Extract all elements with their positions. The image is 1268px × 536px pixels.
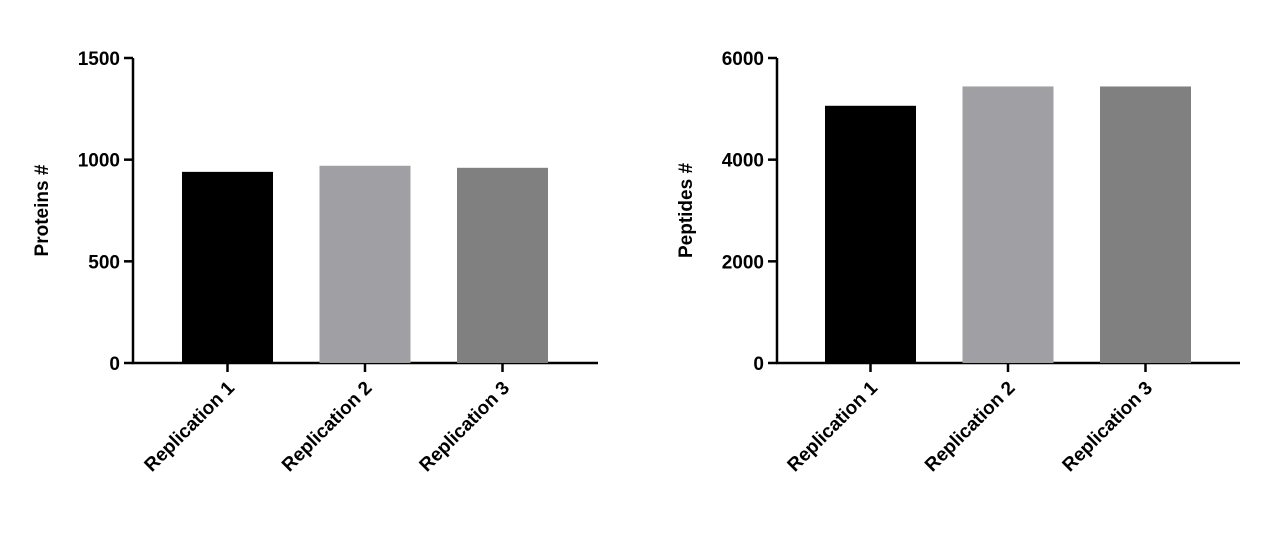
y-tick-label: 500	[88, 252, 120, 273]
y-axis-label: Proteins #	[32, 164, 53, 256]
bar	[1100, 86, 1191, 363]
bar	[457, 167, 548, 363]
y-tick-label: 1000	[78, 151, 120, 172]
x-tick-label: Replication 3	[1059, 378, 1157, 476]
y-axis-label: Peptides #	[676, 163, 697, 258]
y-tick-label: 4000	[722, 151, 764, 172]
bar	[182, 171, 273, 363]
bar	[319, 165, 411, 363]
y-tick-label: 0	[109, 354, 120, 375]
y-tick-label: 6000	[722, 49, 764, 70]
x-tick-label: Replication 2	[278, 378, 376, 476]
x-tick-label: Replication 1	[141, 377, 240, 476]
y-tick-label: 1500	[78, 49, 120, 70]
y-tick-label: 2000	[722, 252, 764, 273]
x-tick-label: Replication 1	[784, 377, 883, 476]
bar	[825, 105, 916, 364]
y-tick-label: 0	[753, 354, 764, 375]
bar	[962, 86, 1054, 363]
x-tick-label: Replication 3	[416, 378, 514, 476]
x-tick-label: Replication 2	[921, 378, 1019, 476]
